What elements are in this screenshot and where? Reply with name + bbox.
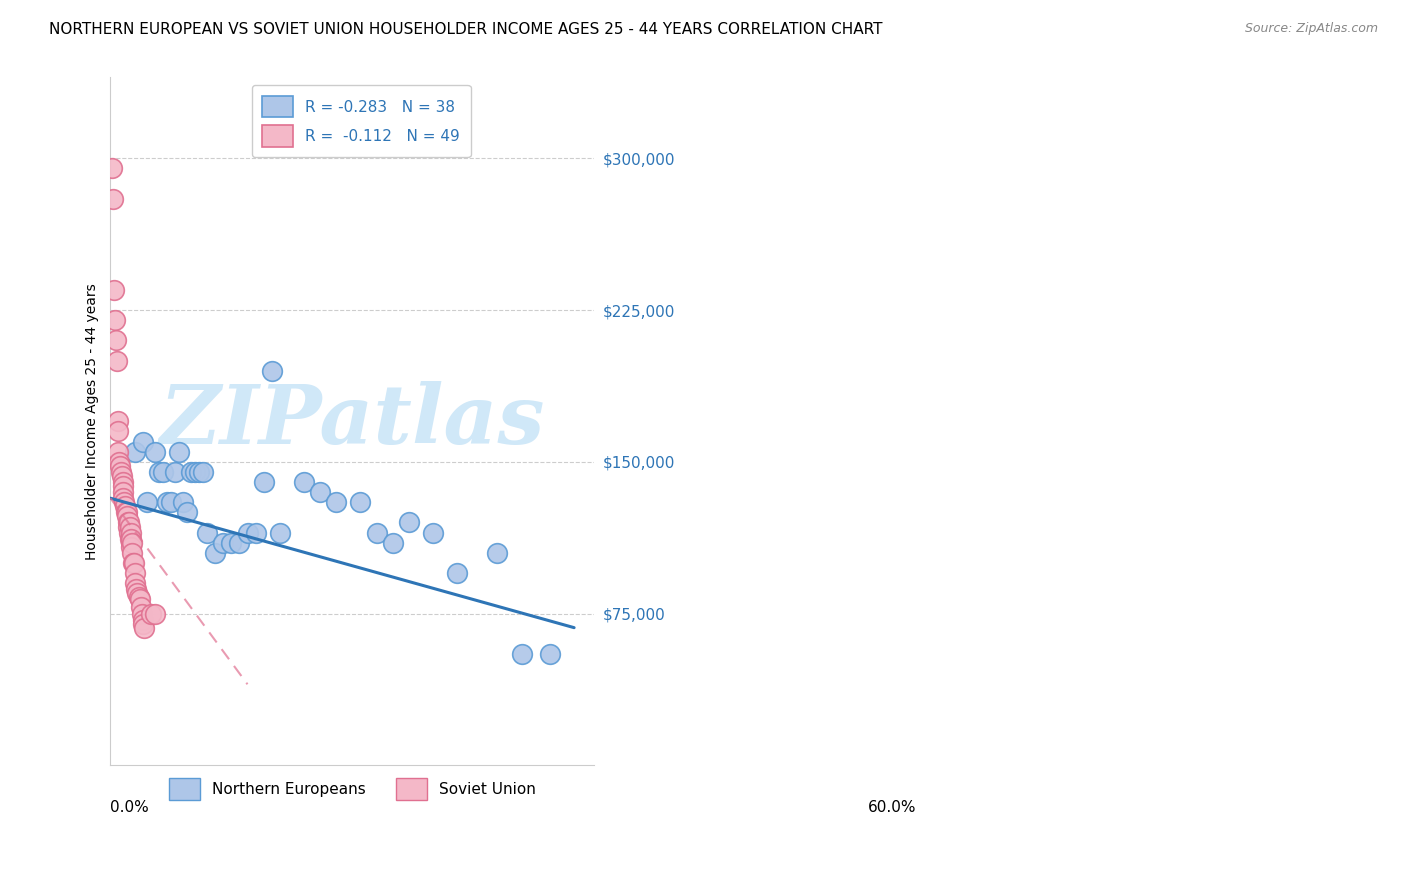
Legend: Northern Europeans, Soviet Union: Northern Europeans, Soviet Union <box>163 772 541 805</box>
Point <box>125 582 148 597</box>
Point <box>108 458 131 473</box>
Point <box>117 509 139 524</box>
Point <box>139 607 162 621</box>
Point <box>134 621 156 635</box>
Point <box>422 525 444 540</box>
Point <box>143 607 166 621</box>
Point <box>107 414 129 428</box>
Point <box>131 434 153 449</box>
Point <box>124 444 146 458</box>
Point <box>114 500 136 514</box>
Point <box>260 364 283 378</box>
Point <box>120 525 142 540</box>
Point <box>125 586 148 600</box>
Point <box>253 475 276 489</box>
Point <box>117 519 139 533</box>
Point <box>118 516 141 530</box>
Point <box>107 425 129 439</box>
Point <box>160 495 183 509</box>
Point <box>228 535 250 549</box>
Point <box>101 161 124 176</box>
Point <box>152 465 174 479</box>
Text: NORTHERN EUROPEAN VS SOVIET UNION HOUSEHOLDER INCOME AGES 25 - 44 YEARS CORRELAT: NORTHERN EUROPEAN VS SOVIET UNION HOUSEH… <box>49 22 883 37</box>
Point <box>118 519 141 533</box>
Point <box>188 465 211 479</box>
Point <box>135 495 157 509</box>
Point <box>112 485 135 500</box>
Point <box>129 600 152 615</box>
Point <box>122 556 145 570</box>
Point <box>163 465 186 479</box>
Point <box>446 566 468 580</box>
Point <box>538 647 561 661</box>
Point <box>121 535 143 549</box>
Point <box>111 469 134 483</box>
Point <box>156 495 179 509</box>
Point <box>118 532 141 546</box>
Point <box>143 444 166 458</box>
Y-axis label: Householder Income Ages 25 - 44 years: Householder Income Ages 25 - 44 years <box>86 283 100 559</box>
Point <box>325 495 347 509</box>
Point <box>486 546 509 560</box>
Point <box>236 525 259 540</box>
Point <box>180 465 202 479</box>
Point <box>101 192 124 206</box>
Point <box>115 505 138 519</box>
Point <box>195 525 218 540</box>
Point <box>122 556 145 570</box>
Point <box>114 505 136 519</box>
Point <box>120 532 142 546</box>
Point <box>221 535 243 549</box>
Point <box>124 576 146 591</box>
Point <box>349 495 371 509</box>
Text: ZIPatlas: ZIPatlas <box>160 381 546 461</box>
Point <box>309 485 332 500</box>
Point <box>120 535 142 549</box>
Point <box>110 465 132 479</box>
Point <box>167 444 190 458</box>
Point <box>191 465 214 479</box>
Point <box>172 495 194 509</box>
Point <box>120 540 142 554</box>
Point <box>131 613 153 627</box>
Point <box>184 465 207 479</box>
Point <box>129 592 152 607</box>
Point <box>124 566 146 580</box>
Point <box>112 491 135 506</box>
Point <box>510 647 533 661</box>
Point <box>148 465 170 479</box>
Point <box>292 475 315 489</box>
Point <box>212 535 235 549</box>
Point <box>111 479 134 493</box>
Point <box>118 525 141 540</box>
Text: Source: ZipAtlas.com: Source: ZipAtlas.com <box>1244 22 1378 36</box>
Point <box>131 607 153 621</box>
Point <box>104 313 127 327</box>
Point <box>269 525 291 540</box>
Point <box>103 283 125 297</box>
Point <box>107 444 129 458</box>
Text: 0.0%: 0.0% <box>111 799 149 814</box>
Point <box>245 525 267 540</box>
Point <box>366 525 388 540</box>
Point <box>105 334 128 348</box>
Point <box>105 353 128 368</box>
Point <box>117 516 139 530</box>
Point <box>121 546 143 560</box>
Point <box>112 495 135 509</box>
Point <box>176 505 198 519</box>
Point <box>204 546 226 560</box>
Text: 60.0%: 60.0% <box>869 799 917 814</box>
Point <box>132 616 155 631</box>
Point <box>381 535 404 549</box>
Point <box>108 455 131 469</box>
Point <box>128 591 150 605</box>
Point <box>111 475 134 489</box>
Point <box>398 516 420 530</box>
